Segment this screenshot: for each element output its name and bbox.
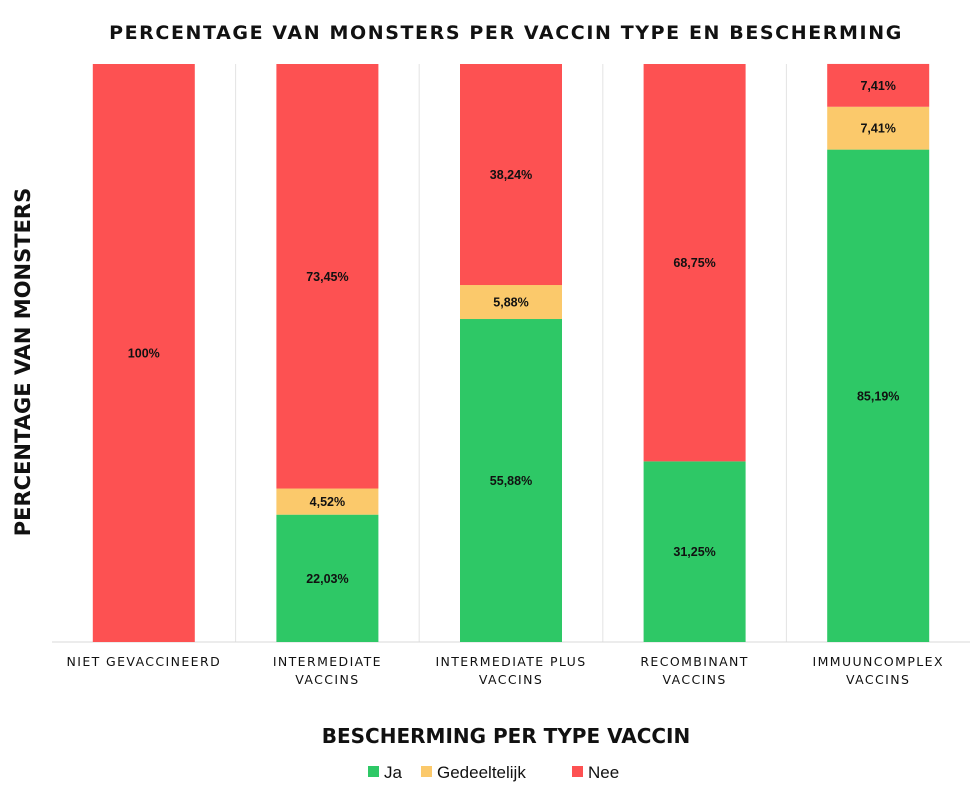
- bars: [92, 63, 930, 642]
- data-label: 7,41%: [860, 122, 895, 136]
- bar-ja-4: [827, 149, 930, 642]
- legend-swatch: [421, 766, 432, 777]
- category-separators: [235, 64, 787, 642]
- category-label: VACCINS: [295, 672, 359, 687]
- data-label: 73,45%: [306, 270, 348, 284]
- category-label: INTERMEDIATE PLUS: [435, 654, 586, 669]
- bar-ja-2: [460, 319, 562, 642]
- bar-ja-3: [643, 461, 746, 642]
- bar-nee-3: [643, 64, 746, 462]
- legend-swatch: [368, 766, 379, 777]
- bar-nee-0: [92, 64, 195, 642]
- category-label: IMMUUNCOMPLEX: [812, 654, 943, 669]
- y-axis-label: PERCENTAGE VAN MONSTERS: [11, 188, 35, 536]
- data-label: 4,52%: [310, 495, 345, 509]
- category-label: VACCINS: [662, 672, 726, 687]
- data-label: 38,24%: [490, 168, 532, 182]
- legend-item-ja: Ja: [368, 763, 403, 782]
- bar-nee-4: [827, 63, 930, 107]
- legend-label: Gedeeltelijk: [437, 763, 526, 782]
- category-label: INTERMEDIATE: [273, 654, 382, 669]
- bar-ja-1: [276, 514, 379, 642]
- data-label: 7,41%: [860, 79, 895, 93]
- legend-label: Nee: [588, 763, 619, 782]
- legend-swatch: [572, 766, 583, 777]
- bar-gedeeltelijk-4: [827, 106, 930, 150]
- data-label: 5,88%: [493, 296, 528, 310]
- legend-item-nee: Nee: [572, 763, 619, 782]
- category-label: VACCINS: [479, 672, 543, 687]
- legend-item-gedeeltelijk: Gedeeltelijk: [421, 763, 526, 782]
- category-labels: NIET GEVACCINEERD INTERMEDIATE VACCINS INTE…: [66, 654, 943, 687]
- bar-nee-1: [276, 64, 379, 489]
- x-axis-label: BESCHERMING PER TYPE VACCIN: [322, 724, 690, 748]
- bar-nee-2: [460, 64, 562, 286]
- chart-title: PERCENTAGE VAN MONSTERS PER VACCIN TYPE …: [109, 22, 903, 44]
- legend: Ja Gedeeltelijk Nee: [368, 763, 619, 782]
- category-label: VACCINS: [846, 672, 910, 687]
- data-label: 31,25%: [673, 545, 715, 559]
- data-label: 68,75%: [673, 256, 715, 270]
- data-label: 100%: [128, 347, 160, 361]
- bar-gedeeltelijk-1: [276, 488, 379, 515]
- data-label: 55,88%: [490, 474, 532, 488]
- category-label: RECOMBINANT: [640, 654, 749, 669]
- bar-gedeeltelijk-2: [460, 285, 562, 320]
- data-label: 85,19%: [857, 389, 899, 403]
- legend-label: Ja: [384, 763, 403, 782]
- data-labels: 100% 22,03% 4,52% 73,45% 55,88% 5,88% 38,24% 31…: [128, 79, 900, 586]
- data-label: 22,03%: [306, 572, 348, 586]
- category-label: NIET GEVACCINEERD: [66, 654, 221, 669]
